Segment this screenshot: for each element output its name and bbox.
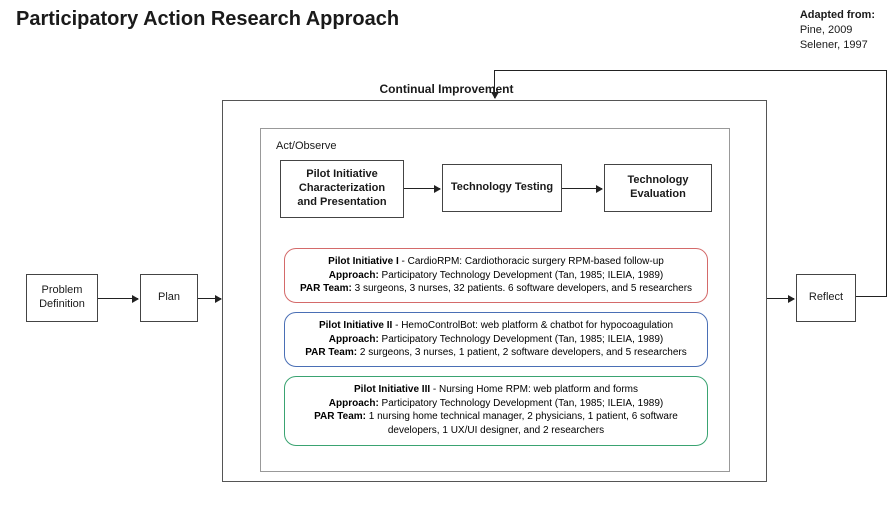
node-problem-definition: ProblemDefinition: [26, 274, 98, 322]
pilot1-approach-text: Participatory Technology Development (Ta…: [379, 270, 663, 281]
arrow-problem-to-plan: [98, 298, 138, 299]
feedback-loop-seg4: [494, 70, 495, 98]
pilot1-title-bold: Pilot Initiative I: [328, 256, 399, 267]
pilot3-approach-label: Approach:: [329, 398, 379, 409]
pilot2-approach-label: Approach:: [329, 334, 379, 345]
pilot-initiative-2: Pilot Initiative II - HemoControlBot: we…: [284, 312, 708, 367]
pilot2-title-rest: - HemoControlBot: web platform & chatbot…: [392, 320, 673, 331]
pilot3-title-rest: - Nursing Home RPM: web platform and for…: [430, 384, 638, 395]
adapted-header: Adapted from:: [800, 8, 875, 23]
page-title: Participatory Action Research Approach: [16, 8, 399, 31]
node-reflect: Reflect: [796, 274, 856, 322]
pilot-initiative-3: Pilot Initiative III - Nursing Home RPM:…: [284, 376, 708, 446]
adapted-line-1: Pine, 2009: [800, 23, 875, 38]
feedback-loop-seg2: [886, 70, 887, 297]
pilot3-title-bold: Pilot Initiative III: [354, 384, 430, 395]
node-pilot-characterization: Pilot InitiativeCharacterizationand Pres…: [280, 160, 404, 218]
pilot1-title-rest: - CardioRPM: Cardiothoracic surgery RPM-…: [399, 256, 664, 267]
pilot3-team-text: 1 nursing home technical manager, 2 phys…: [366, 411, 678, 436]
pilot2-team-text: 2 surgeons, 3 nurses, 1 patient, 2 softw…: [357, 347, 687, 358]
node-plan: Plan: [140, 274, 198, 322]
pilot2-approach-text: Participatory Technology Development (Ta…: [379, 334, 663, 345]
arrow-test-to-eval: [562, 188, 602, 189]
node-technology-evaluation: TechnologyEvaluation: [604, 164, 712, 212]
pilot-initiative-1: Pilot Initiative I - CardioRPM: Cardioth…: [284, 248, 708, 303]
arrow-cycle-to-reflect: [767, 298, 794, 299]
pilot2-title-bold: Pilot Initiative II: [319, 320, 392, 331]
adapted-line-2: Selener, 1997: [800, 38, 875, 53]
pilot1-team-text: 3 surgeons, 3 nurses, 32 patients. 6 sof…: [352, 283, 692, 294]
adapted-from: Adapted from: Pine, 2009 Selener, 1997: [800, 8, 875, 53]
arrow-plan-to-cycle: [198, 298, 221, 299]
act-observe-label: Act/Observe: [276, 140, 337, 152]
pilot3-team-label: PAR Team:: [314, 411, 366, 422]
feedback-loop-seg3: [494, 70, 887, 71]
pilot1-approach-label: Approach:: [329, 270, 379, 281]
arrow-char-to-test: [404, 188, 440, 189]
pilot2-team-label: PAR Team:: [305, 347, 357, 358]
node-technology-testing: Technology Testing: [442, 164, 562, 212]
pilot1-team-label: PAR Team:: [300, 283, 352, 294]
feedback-loop-seg1: [856, 296, 886, 297]
pilot3-approach-text: Participatory Technology Development (Ta…: [379, 398, 663, 409]
